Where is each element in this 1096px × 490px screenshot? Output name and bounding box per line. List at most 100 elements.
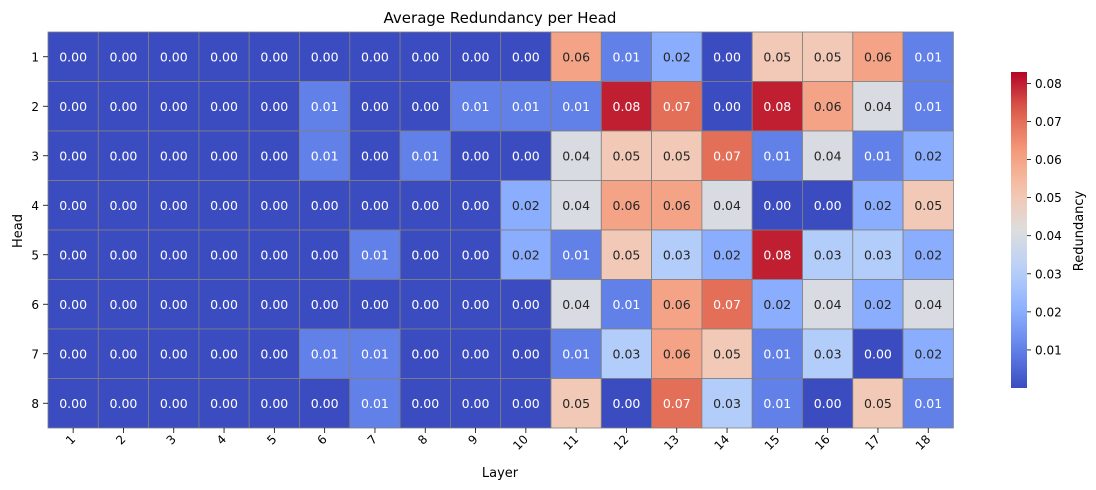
cell-value-label: 0.00 <box>512 346 540 361</box>
heatmap-cell <box>701 130 753 181</box>
cell-value-label: 0.00 <box>110 198 138 213</box>
cell-value-label: 0.00 <box>110 49 138 64</box>
heatmap-cell <box>902 279 954 330</box>
y-tick-label: 6 <box>31 298 39 312</box>
heatmap-cell <box>550 328 602 379</box>
cell-value-label: 0.00 <box>411 396 439 411</box>
heatmap-cell <box>248 180 300 231</box>
heatmap-cell <box>97 378 150 429</box>
heatmap-cell <box>399 378 451 429</box>
cell-value-label: 0.00 <box>110 148 138 163</box>
cell-value-label: 0.04 <box>562 198 590 213</box>
cell-value-label: 0.00 <box>59 346 87 361</box>
cell-value-label: 0.01 <box>311 99 339 114</box>
cell-value-label: 0.04 <box>562 297 590 312</box>
heatmap-cell <box>198 378 250 429</box>
colorbar-tick-label: 0.04 <box>1035 229 1062 243</box>
x-tick-label: 12 <box>611 432 632 453</box>
cell-value-label: 0.00 <box>814 396 842 411</box>
heatmap-cell <box>802 31 854 82</box>
heatmap-cell <box>600 229 652 280</box>
colorbar-ticks: 0.01 0.02 0.03 0.04 0.05 0.06 0.07 0.08 <box>1027 77 1062 357</box>
heatmap-cell <box>198 31 250 82</box>
heatmap-cell <box>47 81 99 132</box>
heatmap-cell <box>500 180 552 231</box>
cell-value-label: 0.00 <box>160 49 188 64</box>
cell-value-label: 0.00 <box>814 198 842 213</box>
cell-value-label: 0.00 <box>361 49 389 64</box>
heatmap-cell <box>97 31 150 82</box>
chart-title: Average Redundancy per Head <box>384 9 617 27</box>
heatmap-cell <box>97 328 150 379</box>
heatmap-cell <box>802 328 854 379</box>
heatmap-cell <box>550 81 602 132</box>
cell-value-label: 0.02 <box>914 247 942 262</box>
cell-value-label: 0.00 <box>160 99 188 114</box>
cell-value-label: 0.06 <box>562 49 590 64</box>
cell-value-label: 0.03 <box>814 346 842 361</box>
cell-value-label: 0.01 <box>763 396 791 411</box>
cell-value-label: 0.08 <box>763 99 791 114</box>
cell-value-label: 0.00 <box>311 297 339 312</box>
heatmap-cell <box>148 130 200 181</box>
cell-value-label: 0.00 <box>411 198 439 213</box>
y-tick-label: 2 <box>31 100 39 114</box>
cell-value-label: 0.00 <box>411 297 439 312</box>
x-tick-label: 4 <box>214 432 229 447</box>
heatmap-cell <box>802 180 854 231</box>
cell-value-label: 0.02 <box>914 346 942 361</box>
y-tick-label: 7 <box>31 347 39 361</box>
cell-value-label: 0.01 <box>562 346 590 361</box>
heatmap-cell <box>47 180 99 231</box>
cell-value-label: 0.01 <box>562 99 590 114</box>
heatmap-cell <box>701 328 753 379</box>
heatmap-cell <box>449 279 502 330</box>
cell-value-label: 0.00 <box>260 148 288 163</box>
heatmap-cell <box>97 180 150 231</box>
heatmap-cell <box>148 229 200 280</box>
cell-value-label: 0.01 <box>361 247 389 262</box>
heatmap-cell <box>248 229 300 280</box>
heatmap-cell <box>902 378 954 429</box>
heatmap-cell <box>97 229 150 280</box>
cell-value-label: 0.00 <box>210 297 238 312</box>
colorbar-tick-label: 0.01 <box>1035 343 1062 357</box>
cell-value-label: 0.00 <box>763 198 791 213</box>
cell-value-label: 0.00 <box>260 99 288 114</box>
heatmap-cell <box>852 31 904 82</box>
x-tick-label: 5 <box>264 432 279 447</box>
cell-value-label: 0.00 <box>361 297 389 312</box>
y-tick-label: 3 <box>31 149 39 163</box>
heatmap-cell <box>802 229 854 280</box>
heatmap-cell <box>299 31 351 82</box>
cell-value-label: 0.00 <box>210 346 238 361</box>
cell-value-label: 0.08 <box>763 247 791 262</box>
cell-value-label: 0.02 <box>914 148 942 163</box>
heatmap-cell <box>701 31 753 82</box>
heatmap-cell <box>47 378 99 429</box>
cell-value-label: 0.01 <box>361 346 389 361</box>
cell-value-label: 0.00 <box>59 148 87 163</box>
cell-value-label: 0.00 <box>59 198 87 213</box>
cell-value-label: 0.08 <box>613 99 641 114</box>
cell-value-label: 0.01 <box>411 148 439 163</box>
heatmap-cell <box>751 229 803 280</box>
cell-value-label: 0.01 <box>462 99 490 114</box>
x-tick-label: 11 <box>561 432 582 453</box>
heatmap-cell <box>248 378 300 429</box>
cell-value-label: 0.00 <box>512 148 540 163</box>
heatmap-cell <box>47 130 99 181</box>
heatmap-cell <box>651 328 703 379</box>
x-tick-label: 9 <box>465 432 480 447</box>
cell-value-label: 0.00 <box>713 99 741 114</box>
heatmap-cell <box>500 279 552 330</box>
cell-value-label: 0.01 <box>311 148 339 163</box>
heatmap-cell <box>198 328 250 379</box>
cell-value-label: 0.00 <box>311 198 339 213</box>
colorbar-tick-label: 0.05 <box>1035 191 1062 205</box>
cell-value-label: 0.00 <box>613 396 641 411</box>
x-tick-label: 17 <box>862 432 883 453</box>
cell-value-label: 0.02 <box>512 198 540 213</box>
x-tick-label: 7 <box>365 432 380 447</box>
cell-value-label: 0.03 <box>814 247 842 262</box>
